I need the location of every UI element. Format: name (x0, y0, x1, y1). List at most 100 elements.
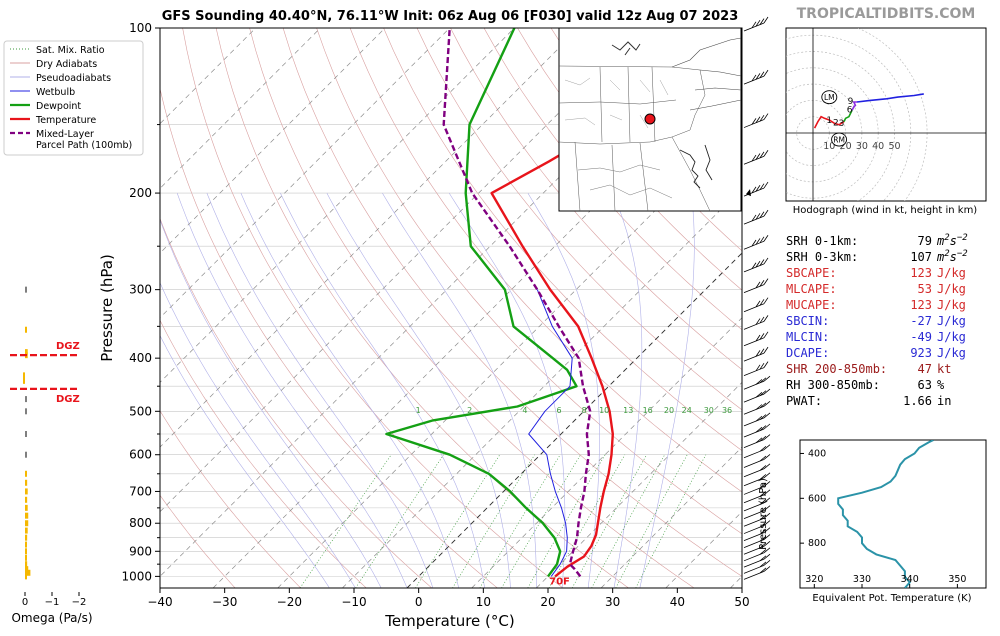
dry-adiabat (160, 319, 367, 588)
wind-barb-feather (755, 300, 761, 308)
wind-barb-feather (751, 262, 757, 269)
storm-motion-marker (831, 132, 848, 147)
index-label: DCAPE: (786, 346, 829, 360)
omega-bar (25, 286, 27, 293)
x-tick-label: 40 (670, 595, 685, 609)
mixing-ratio-line (571, 454, 648, 588)
omega-bar (25, 534, 28, 541)
index-value: 53 (918, 282, 932, 296)
index-unit: J/kg (937, 266, 966, 280)
y-tick-label: 100 (129, 21, 152, 35)
dry-adiabat (182, 28, 564, 588)
wind-barb-feather (763, 463, 771, 470)
y-tick-label: 600 (129, 448, 152, 462)
hodograph-segment (843, 109, 853, 122)
wind-barb-feather (763, 400, 771, 407)
index-value: 63 (918, 378, 932, 392)
theta-e-x-tick-label: 340 (901, 574, 919, 585)
mixing-ratio-labels: 1 2 4 6 8 10 13 16 20 24 30 36 (416, 406, 733, 415)
hodograph-height-label: 3 (839, 119, 845, 129)
hodograph-segment (856, 93, 924, 103)
index-unit: in (937, 394, 951, 408)
omega-bar (25, 470, 27, 477)
hodograph-height-label: 9 (848, 97, 854, 107)
isotherm (160, 28, 580, 448)
omega-bar (25, 527, 28, 534)
dry-adiabat (416, 28, 742, 411)
pseudoadiabat (280, 192, 485, 588)
pseudoadiabat (160, 334, 330, 588)
wind-barb-feather (755, 260, 761, 268)
index-value: 107 (910, 250, 932, 264)
index-label: RH 300-850mb: (786, 378, 880, 392)
pseudoadiabat (160, 218, 382, 588)
wind-barb-feather (759, 474, 767, 480)
theta-e-panel: 320 330 340 350 400 600 800 Equivalent Pot. Te… (758, 439, 987, 604)
isotherm (160, 28, 450, 319)
hodograph-frame (785, 27, 987, 202)
brand-watermark: TROPICALTIDBITS.COM (797, 6, 976, 22)
wind-barb-feather (759, 362, 765, 370)
omega-bar (25, 541, 27, 548)
wind-barb-feather (751, 186, 757, 194)
wind-barb (743, 155, 765, 165)
x-tick-label: −10 (341, 595, 366, 609)
isotherm (160, 28, 515, 383)
index-unit: kt (937, 362, 951, 376)
wind-barb-feather (763, 113, 769, 120)
theta-e-x-tick-label: 320 (805, 574, 823, 585)
index-label: SRH 0-3km: (786, 250, 858, 264)
dry-adiabat (316, 28, 742, 535)
wind-barb (743, 320, 765, 330)
wind-barb-feather (763, 512, 771, 519)
omega-bar (23, 372, 25, 379)
omega-bar (25, 554, 27, 561)
wind-barb-feather (763, 423, 771, 430)
figure-title: GFS Sounding 40.40°N, 76.11°W Init: 06z … (162, 9, 739, 24)
index-label: SBCIN: (786, 314, 829, 328)
wind-barb-feather (755, 213, 761, 220)
index-unit: m2s−2 (936, 233, 968, 248)
index-unit: J/kg (937, 282, 966, 296)
wind-barb-feather (751, 74, 757, 82)
wind-barb-feather (759, 114, 765, 122)
wind-barb-feather (763, 412, 771, 419)
omega-bar (25, 349, 28, 356)
omega-bar (25, 561, 28, 568)
wind-barb-feather (755, 153, 761, 160)
y-tick-label: 500 (129, 404, 152, 418)
pseudoadiabat (639, 193, 695, 588)
wind-barb-feather (755, 334, 761, 342)
wind-barb-feather (759, 446, 767, 452)
isotherm (160, 28, 321, 189)
wind-barb (743, 187, 765, 197)
omega-bar (23, 377, 25, 384)
index-unit: % (937, 378, 945, 392)
wind-barb-feather (759, 425, 767, 431)
wind-barb-feather (763, 547, 771, 554)
dry-adiabat (517, 28, 742, 291)
wind-barb-feather (763, 497, 771, 504)
mixing-ratio-label: 10 (599, 406, 609, 415)
wind-barb-flag (746, 189, 751, 197)
x-tick-label: 50 (734, 595, 749, 609)
mixing-ratio-line (355, 454, 444, 588)
wind-barb-feather (755, 426, 763, 433)
dry-adiabat (160, 217, 432, 588)
wind-barb-feather (759, 377, 767, 384)
theta-e-x-tick-label: 350 (948, 574, 966, 585)
hodograph-ring-label: 20 (840, 141, 852, 152)
legend-label: Pseudoadiabats (36, 73, 111, 84)
wind-barb-feather (759, 528, 767, 535)
hodograph-ring-label: 40 (872, 141, 884, 152)
wind-barb-feather (763, 489, 771, 496)
index-value: -27 (910, 314, 932, 328)
dry-adiabat (383, 28, 742, 451)
wind-barb-feather (755, 350, 761, 357)
theta-e-y-label: Pressure (hPa) (758, 478, 769, 550)
theta-e-line (837, 440, 934, 588)
wind-barb-feather (755, 391, 763, 398)
series-dewpoint (385, 28, 578, 578)
hodograph-title: Hodograph (wind in kt, height in km) (793, 205, 978, 216)
